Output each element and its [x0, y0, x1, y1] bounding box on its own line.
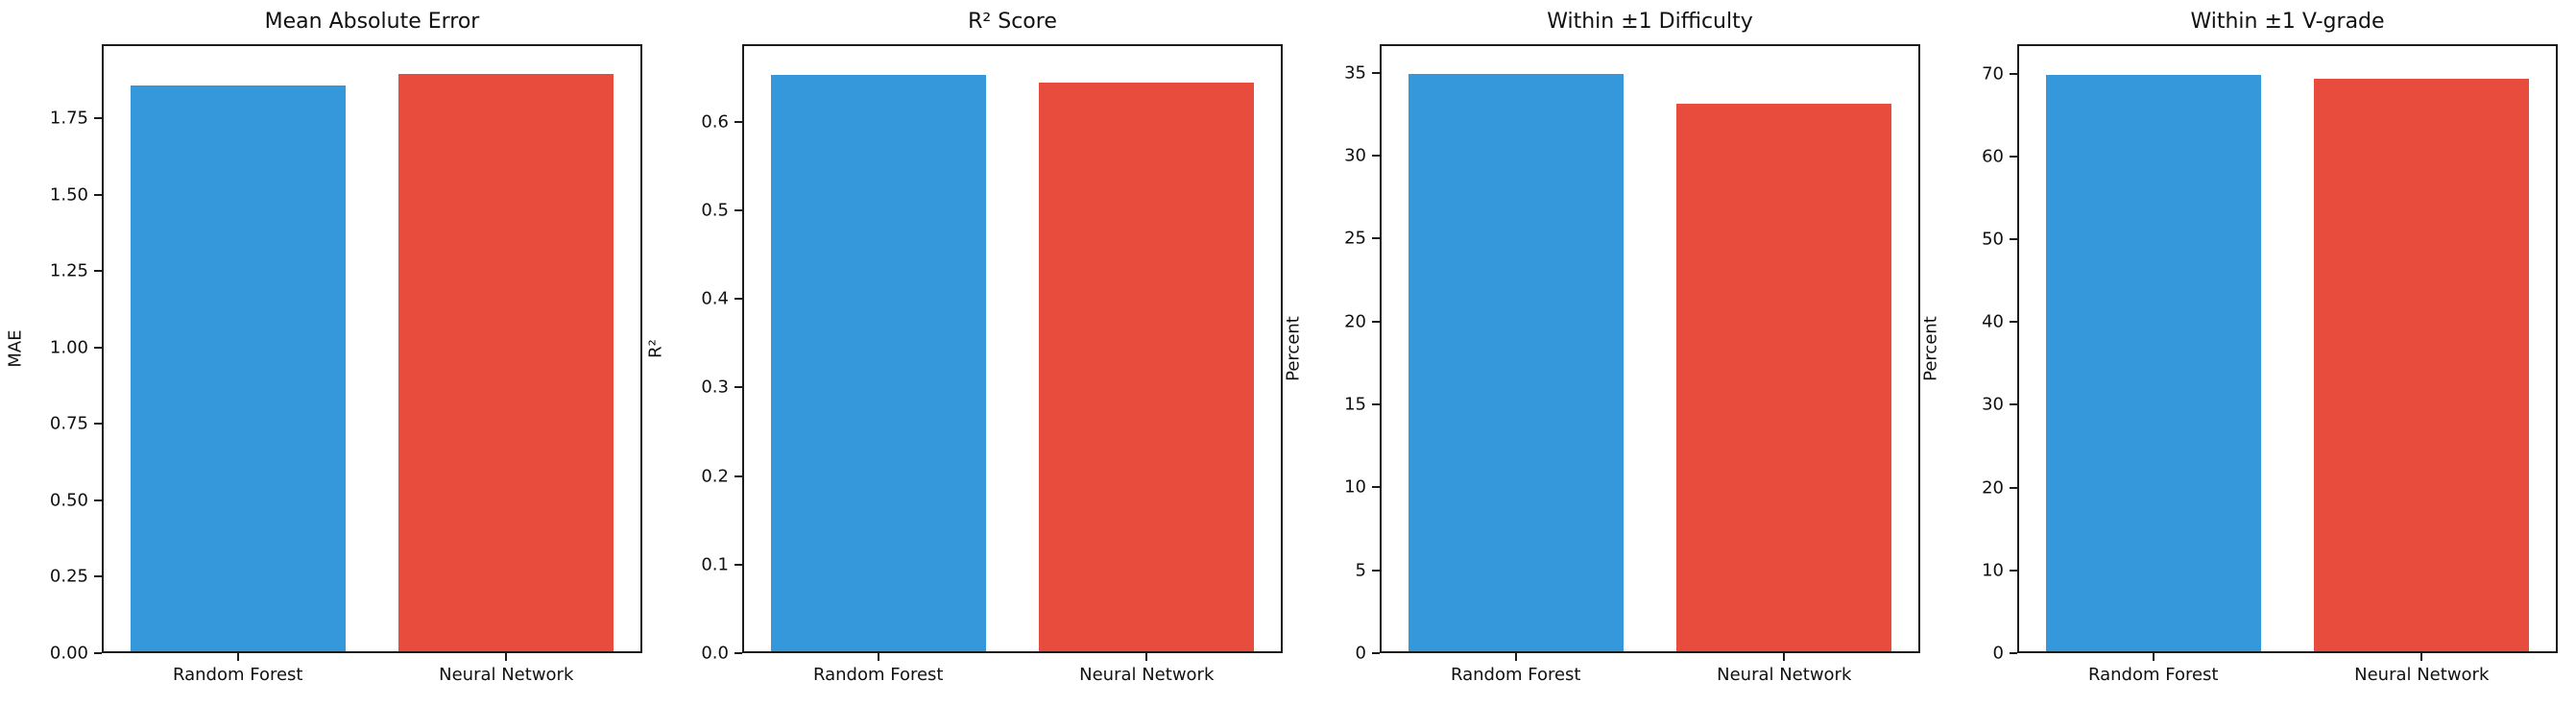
bar-random-forest — [130, 85, 346, 651]
x-tick-label-random-forest: Random Forest — [2088, 665, 2219, 685]
y-tick — [1372, 237, 1380, 240]
chart-title: Within ±1 Difficulty — [1547, 10, 1753, 34]
bar-random-forest — [1408, 74, 1624, 651]
y-tick — [1372, 652, 1380, 654]
y-tick-label: 0.4 — [701, 288, 729, 309]
y-tick-label: 0.6 — [701, 111, 729, 133]
x-tick — [877, 653, 879, 661]
y-tick-label: 30 — [1982, 394, 2004, 415]
bar-neural-network — [1039, 82, 1255, 651]
y-tick — [94, 193, 102, 196]
bar-random-forest — [2045, 75, 2261, 651]
x-tick-label-random-forest: Random Forest — [1451, 665, 1581, 685]
y-tick — [2010, 238, 2017, 241]
x-tick — [1783, 653, 1786, 661]
chart-title: Mean Absolute Error — [264, 10, 480, 34]
y-tick-label: 0.2 — [701, 466, 729, 487]
y-tick — [734, 652, 742, 654]
y-tick-label: 35 — [1344, 62, 1366, 84]
y-tick — [734, 475, 742, 477]
y-tick-label: 10 — [1982, 560, 2004, 581]
y-tick — [2010, 321, 2017, 324]
chart-panel-r-score: R² Score R² 0.0 0.1 0.2 0.3 0.4 0.5 0.6 Random Fo… — [646, 10, 1283, 685]
y-tick — [734, 120, 742, 123]
x-tick-label-neural-network: Neural Network — [2354, 665, 2490, 685]
chart-panel-within-1-v-grade: Within ±1 V-grade Percent 0 10 20 30 40 50 60 70 R… — [1921, 10, 2558, 685]
x-tick-label-neural-network: Neural Network — [439, 665, 574, 685]
y-tick-label: 40 — [1982, 311, 2004, 332]
y-tick-label: 20 — [1344, 311, 1366, 332]
y-tick — [2010, 155, 2017, 158]
bar-neural-network — [398, 73, 614, 651]
y-tick-label: 70 — [1982, 63, 2004, 85]
y-tick — [2010, 486, 2017, 489]
chart-title: Within ±1 V-grade — [2190, 10, 2385, 34]
y-tick — [1372, 569, 1380, 572]
y-tick-label: 0.3 — [701, 377, 729, 398]
y-tick-label: 0.5 — [701, 200, 729, 221]
y-tick — [734, 208, 742, 211]
y-tick — [1372, 403, 1380, 406]
y-tick — [94, 575, 102, 578]
y-tick-label: 25 — [1344, 228, 1366, 249]
y-tick-label: 0 — [1992, 643, 2004, 664]
y-tick-label: 0.1 — [701, 554, 729, 575]
y-tick-label: 20 — [1982, 477, 2004, 499]
chart-panel-within-1-difficulty: Within ±1 Difficulty Percent 0 5 10 15 20 25 30 3… — [1284, 10, 1920, 685]
bar-neural-network — [1676, 104, 1892, 651]
x-tick — [236, 653, 239, 661]
y-tick-label: 60 — [1982, 146, 2004, 167]
bar-neural-network — [2314, 78, 2530, 651]
y-tick — [734, 298, 742, 301]
y-tick-label: 1.00 — [49, 337, 88, 358]
y-tick — [94, 652, 102, 654]
x-tick — [1145, 653, 1148, 661]
y-tick — [2010, 652, 2017, 654]
y-tick-label: 0.25 — [49, 566, 88, 587]
y-tick-label: 15 — [1344, 394, 1366, 415]
x-tick — [505, 653, 508, 661]
x-tick — [1514, 653, 1517, 661]
y-tick — [94, 270, 102, 273]
y-tick — [2010, 569, 2017, 572]
x-tick-label-random-forest: Random Forest — [173, 665, 303, 685]
chart-title: R² Score — [968, 10, 1057, 34]
x-tick — [2420, 653, 2423, 661]
x-tick-label-neural-network: Neural Network — [1717, 665, 1852, 685]
y-tick — [2010, 72, 2017, 75]
y-axis-label: R² — [645, 339, 666, 358]
y-tick-label: 30 — [1344, 145, 1366, 166]
y-tick — [734, 386, 742, 389]
y-axis-label: MAE — [5, 329, 26, 368]
y-tick-label: 0.00 — [49, 643, 88, 664]
y-tick — [1372, 71, 1380, 74]
y-tick-label: 1.25 — [49, 260, 88, 281]
y-tick-label: 5 — [1355, 560, 1366, 581]
y-tick-label: 0.75 — [49, 413, 88, 434]
bar-random-forest — [770, 75, 986, 651]
y-tick-label: 0.50 — [49, 490, 88, 511]
y-tick — [94, 499, 102, 501]
y-tick-label: 1.75 — [49, 108, 88, 129]
y-tick — [734, 563, 742, 566]
y-tick — [1372, 486, 1380, 489]
x-tick — [2152, 653, 2155, 661]
y-tick — [2010, 403, 2017, 406]
x-tick-label-random-forest: Random Forest — [813, 665, 944, 685]
y-tick — [94, 423, 102, 426]
y-tick — [1372, 320, 1380, 323]
y-tick — [1372, 155, 1380, 158]
y-tick-label: 0 — [1355, 643, 1366, 664]
x-tick-label-neural-network: Neural Network — [1079, 665, 1215, 685]
y-tick-label: 10 — [1344, 476, 1366, 498]
chart-panel-mean-absolute-error: Mean Absolute Error MAE 0.00 0.25 0.50 0.75 1.… — [6, 10, 642, 685]
y-tick — [94, 346, 102, 349]
y-tick-label: 50 — [1982, 229, 2004, 250]
y-tick — [94, 117, 102, 120]
y-tick-label: 0.0 — [701, 643, 729, 664]
y-tick-label: 1.50 — [49, 184, 88, 206]
y-axis-label: Percent — [1283, 316, 1304, 381]
y-axis-label: Percent — [1920, 316, 1941, 381]
